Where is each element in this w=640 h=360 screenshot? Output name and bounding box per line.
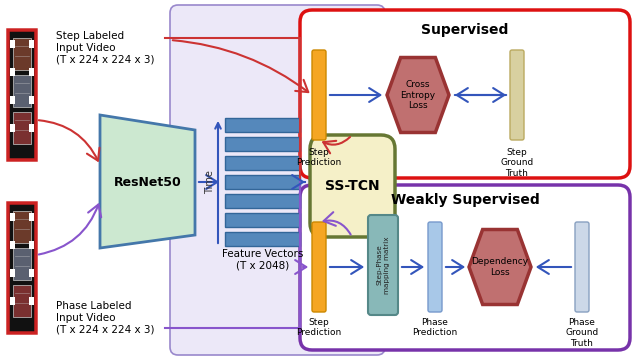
- Text: Supervised: Supervised: [421, 23, 509, 37]
- FancyBboxPatch shape: [8, 203, 36, 333]
- Bar: [29, 124, 34, 132]
- Bar: [13, 75, 31, 107]
- Text: Cross
Entropy
Loss: Cross Entropy Loss: [401, 80, 436, 110]
- FancyBboxPatch shape: [8, 30, 36, 160]
- Bar: [225, 118, 300, 132]
- Bar: [29, 40, 34, 48]
- Bar: [10, 124, 15, 132]
- Text: ResNet50: ResNet50: [114, 176, 182, 189]
- Bar: [13, 211, 31, 243]
- Bar: [225, 175, 300, 189]
- Bar: [29, 241, 34, 249]
- FancyBboxPatch shape: [300, 185, 630, 350]
- Bar: [13, 248, 31, 280]
- Bar: [10, 40, 15, 48]
- FancyBboxPatch shape: [428, 222, 442, 312]
- Bar: [10, 213, 15, 221]
- Text: Phase
Ground
Truth: Phase Ground Truth: [565, 318, 598, 348]
- Bar: [10, 96, 15, 104]
- Bar: [13, 38, 31, 70]
- Bar: [10, 241, 15, 249]
- Bar: [29, 213, 34, 221]
- Bar: [225, 194, 300, 208]
- Polygon shape: [100, 115, 195, 248]
- Text: Dependency
Loss: Dependency Loss: [472, 257, 529, 277]
- Text: Step
Prediction: Step Prediction: [296, 148, 342, 167]
- Bar: [29, 297, 34, 305]
- FancyBboxPatch shape: [575, 222, 589, 312]
- Text: Weakly Supervised: Weakly Supervised: [390, 193, 540, 207]
- Bar: [225, 156, 300, 170]
- Polygon shape: [387, 58, 449, 132]
- FancyBboxPatch shape: [300, 10, 630, 178]
- FancyBboxPatch shape: [310, 135, 395, 237]
- Text: Step
Ground
Truth: Step Ground Truth: [500, 148, 534, 178]
- Bar: [13, 285, 31, 317]
- Bar: [225, 213, 300, 227]
- FancyBboxPatch shape: [510, 50, 524, 140]
- Text: Step
Prediction: Step Prediction: [296, 318, 342, 337]
- Text: Step Labeled
Input Video
(T x 224 x 224 x 3): Step Labeled Input Video (T x 224 x 224 …: [56, 31, 154, 64]
- Bar: [13, 112, 31, 144]
- FancyBboxPatch shape: [312, 50, 326, 140]
- Bar: [10, 269, 15, 277]
- Text: Phase
Prediction: Phase Prediction: [412, 318, 458, 337]
- Polygon shape: [469, 230, 531, 305]
- Bar: [10, 297, 15, 305]
- Text: SS-TCN: SS-TCN: [324, 179, 380, 193]
- Bar: [29, 96, 34, 104]
- Text: Time: Time: [205, 170, 215, 194]
- Bar: [10, 68, 15, 76]
- Bar: [29, 269, 34, 277]
- FancyBboxPatch shape: [312, 222, 326, 312]
- Text: Step-Phase
mapping matrix: Step-Phase mapping matrix: [376, 236, 390, 294]
- FancyBboxPatch shape: [170, 5, 385, 355]
- Bar: [29, 68, 34, 76]
- Text: Phase Labeled
Input Video
(T x 224 x 224 x 3): Phase Labeled Input Video (T x 224 x 224…: [56, 301, 154, 334]
- Text: Feature Vectors
(T x 2048): Feature Vectors (T x 2048): [222, 249, 304, 271]
- Bar: [225, 232, 300, 246]
- Bar: [225, 137, 300, 151]
- FancyBboxPatch shape: [368, 215, 398, 315]
